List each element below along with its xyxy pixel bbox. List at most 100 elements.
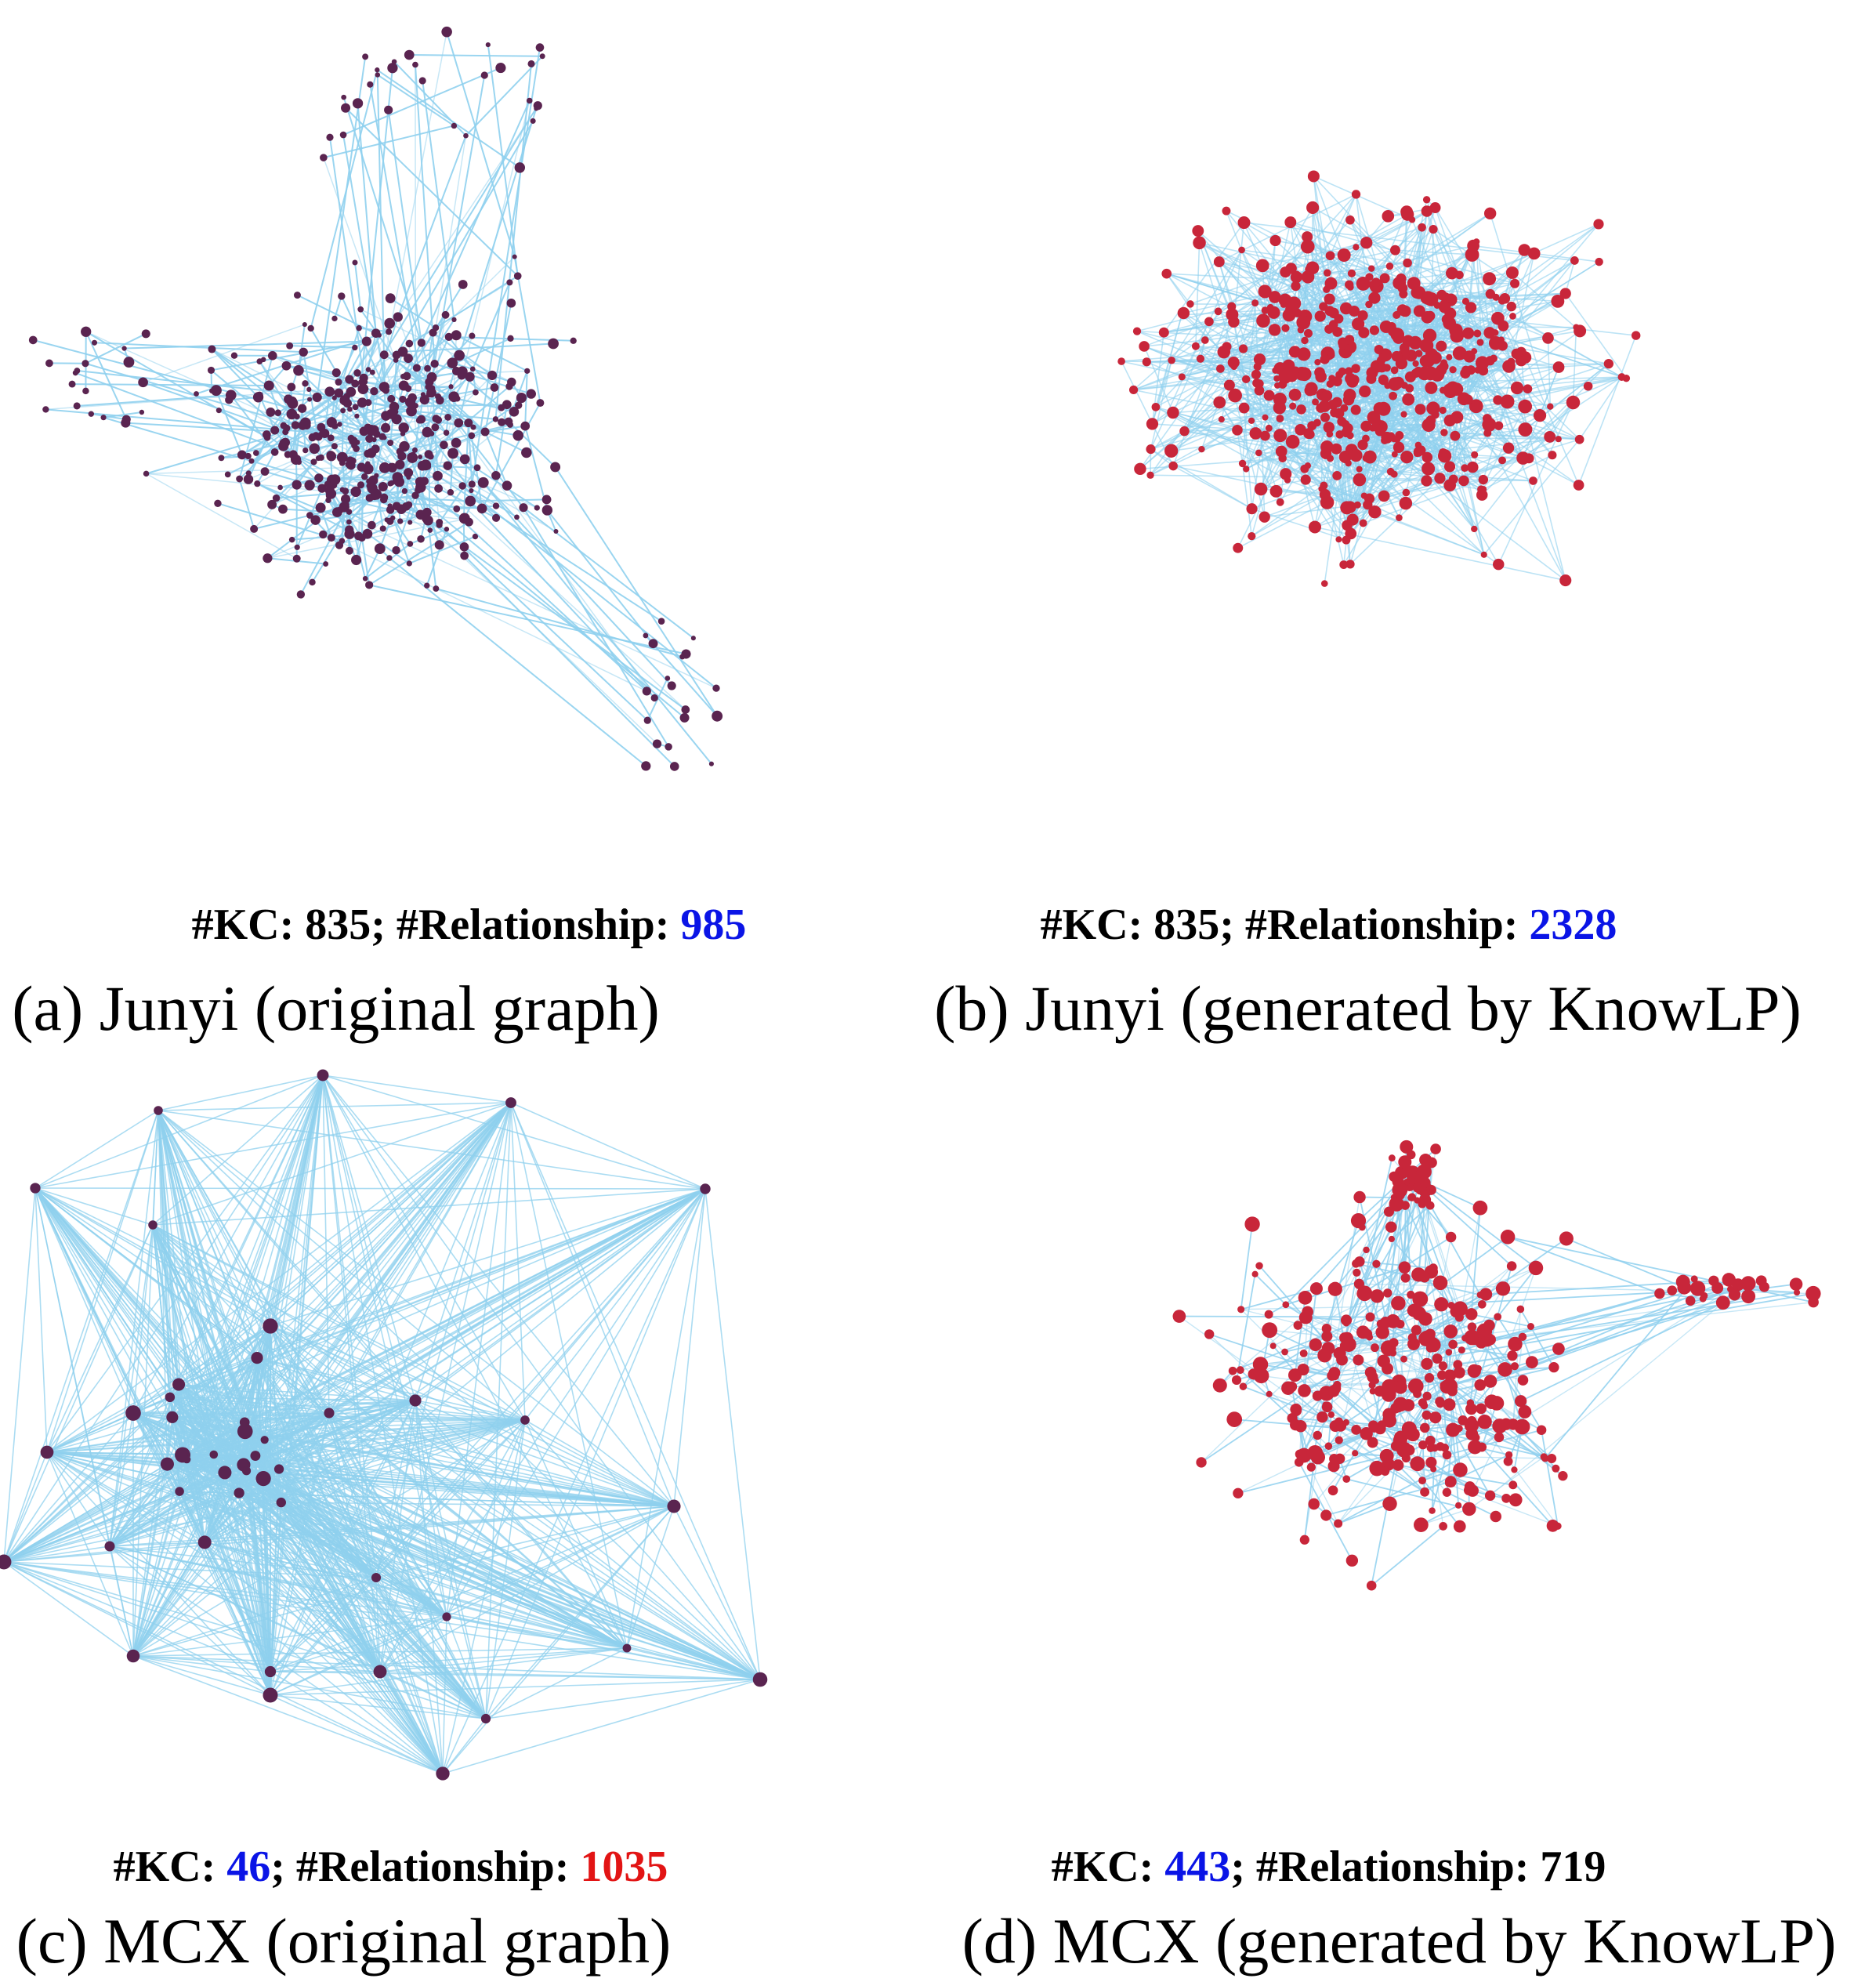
edge xyxy=(3,1187,36,1563)
node xyxy=(1506,301,1516,312)
node xyxy=(1269,484,1283,498)
node xyxy=(492,502,500,509)
node xyxy=(1264,1310,1273,1319)
node xyxy=(530,118,536,124)
node xyxy=(1295,424,1306,436)
edge xyxy=(1240,249,1275,313)
node xyxy=(1353,1190,1366,1204)
node xyxy=(399,395,407,403)
edge xyxy=(46,1451,110,1547)
edge xyxy=(1397,1464,1425,1493)
node xyxy=(324,386,335,397)
node xyxy=(1347,269,1356,277)
edge xyxy=(238,1492,761,1680)
node xyxy=(1390,328,1405,342)
node xyxy=(340,408,346,414)
edge xyxy=(238,1492,381,1672)
edge xyxy=(3,1325,271,1563)
edge xyxy=(255,1357,258,1456)
node xyxy=(346,519,352,525)
edge xyxy=(1219,402,1281,503)
node xyxy=(207,366,215,374)
node xyxy=(648,639,658,649)
node xyxy=(473,389,479,396)
node xyxy=(451,122,458,129)
edge xyxy=(1313,176,1332,284)
node xyxy=(453,505,461,513)
edge xyxy=(298,369,502,408)
node xyxy=(1398,1261,1411,1274)
node xyxy=(241,1466,252,1476)
node xyxy=(1429,202,1441,213)
edge xyxy=(1473,402,1574,530)
edge xyxy=(1300,1265,1512,1427)
node xyxy=(454,418,464,428)
node xyxy=(1445,1231,1457,1243)
node xyxy=(351,442,358,449)
node xyxy=(317,484,327,493)
node xyxy=(1391,451,1398,458)
node xyxy=(712,684,720,692)
node xyxy=(1285,434,1300,449)
edge xyxy=(238,478,255,530)
edge xyxy=(341,410,344,458)
edge xyxy=(152,1074,324,1226)
node xyxy=(1323,421,1335,433)
edge xyxy=(1483,401,1508,480)
node xyxy=(1379,273,1390,284)
edge xyxy=(264,1439,447,1618)
node xyxy=(1192,225,1204,237)
edge xyxy=(186,1422,245,1460)
node xyxy=(642,687,651,696)
edge xyxy=(485,1679,761,1719)
node xyxy=(667,681,676,690)
edge xyxy=(1308,433,1360,480)
node xyxy=(1358,1223,1366,1231)
edge xyxy=(46,1188,706,1453)
node xyxy=(1505,266,1519,279)
node xyxy=(1265,424,1273,432)
node xyxy=(410,451,416,458)
node xyxy=(452,366,462,376)
node xyxy=(1429,1411,1442,1424)
node xyxy=(1454,1502,1462,1509)
edge xyxy=(379,1671,487,1719)
node xyxy=(1314,359,1321,366)
node xyxy=(1327,351,1335,359)
node xyxy=(357,306,364,313)
node xyxy=(374,543,386,555)
edge xyxy=(482,481,672,687)
node xyxy=(365,461,371,466)
node xyxy=(442,1612,451,1621)
edge xyxy=(1423,1182,1537,1269)
node xyxy=(1276,415,1284,422)
node xyxy=(458,513,470,524)
node xyxy=(362,379,368,385)
edge xyxy=(322,1074,706,1190)
node xyxy=(1249,427,1262,440)
node xyxy=(1555,436,1562,443)
node xyxy=(1439,406,1447,415)
edge xyxy=(281,1502,761,1680)
node xyxy=(516,392,527,404)
node xyxy=(521,447,532,458)
edge xyxy=(1449,418,1488,467)
edge xyxy=(1524,357,1580,486)
node xyxy=(1518,399,1533,414)
edge xyxy=(1418,1148,1436,1275)
node xyxy=(1501,397,1512,408)
node xyxy=(1452,346,1467,361)
edge xyxy=(1381,425,1425,428)
edge xyxy=(256,1357,444,1774)
node xyxy=(1434,473,1446,484)
edge xyxy=(1150,360,1172,450)
node xyxy=(1280,266,1291,278)
edge xyxy=(178,1383,526,1421)
node xyxy=(143,470,150,477)
node xyxy=(1337,248,1351,263)
node xyxy=(401,502,411,511)
node xyxy=(1287,1368,1302,1382)
edge xyxy=(336,511,717,689)
edge xyxy=(345,107,519,277)
node xyxy=(335,379,342,386)
